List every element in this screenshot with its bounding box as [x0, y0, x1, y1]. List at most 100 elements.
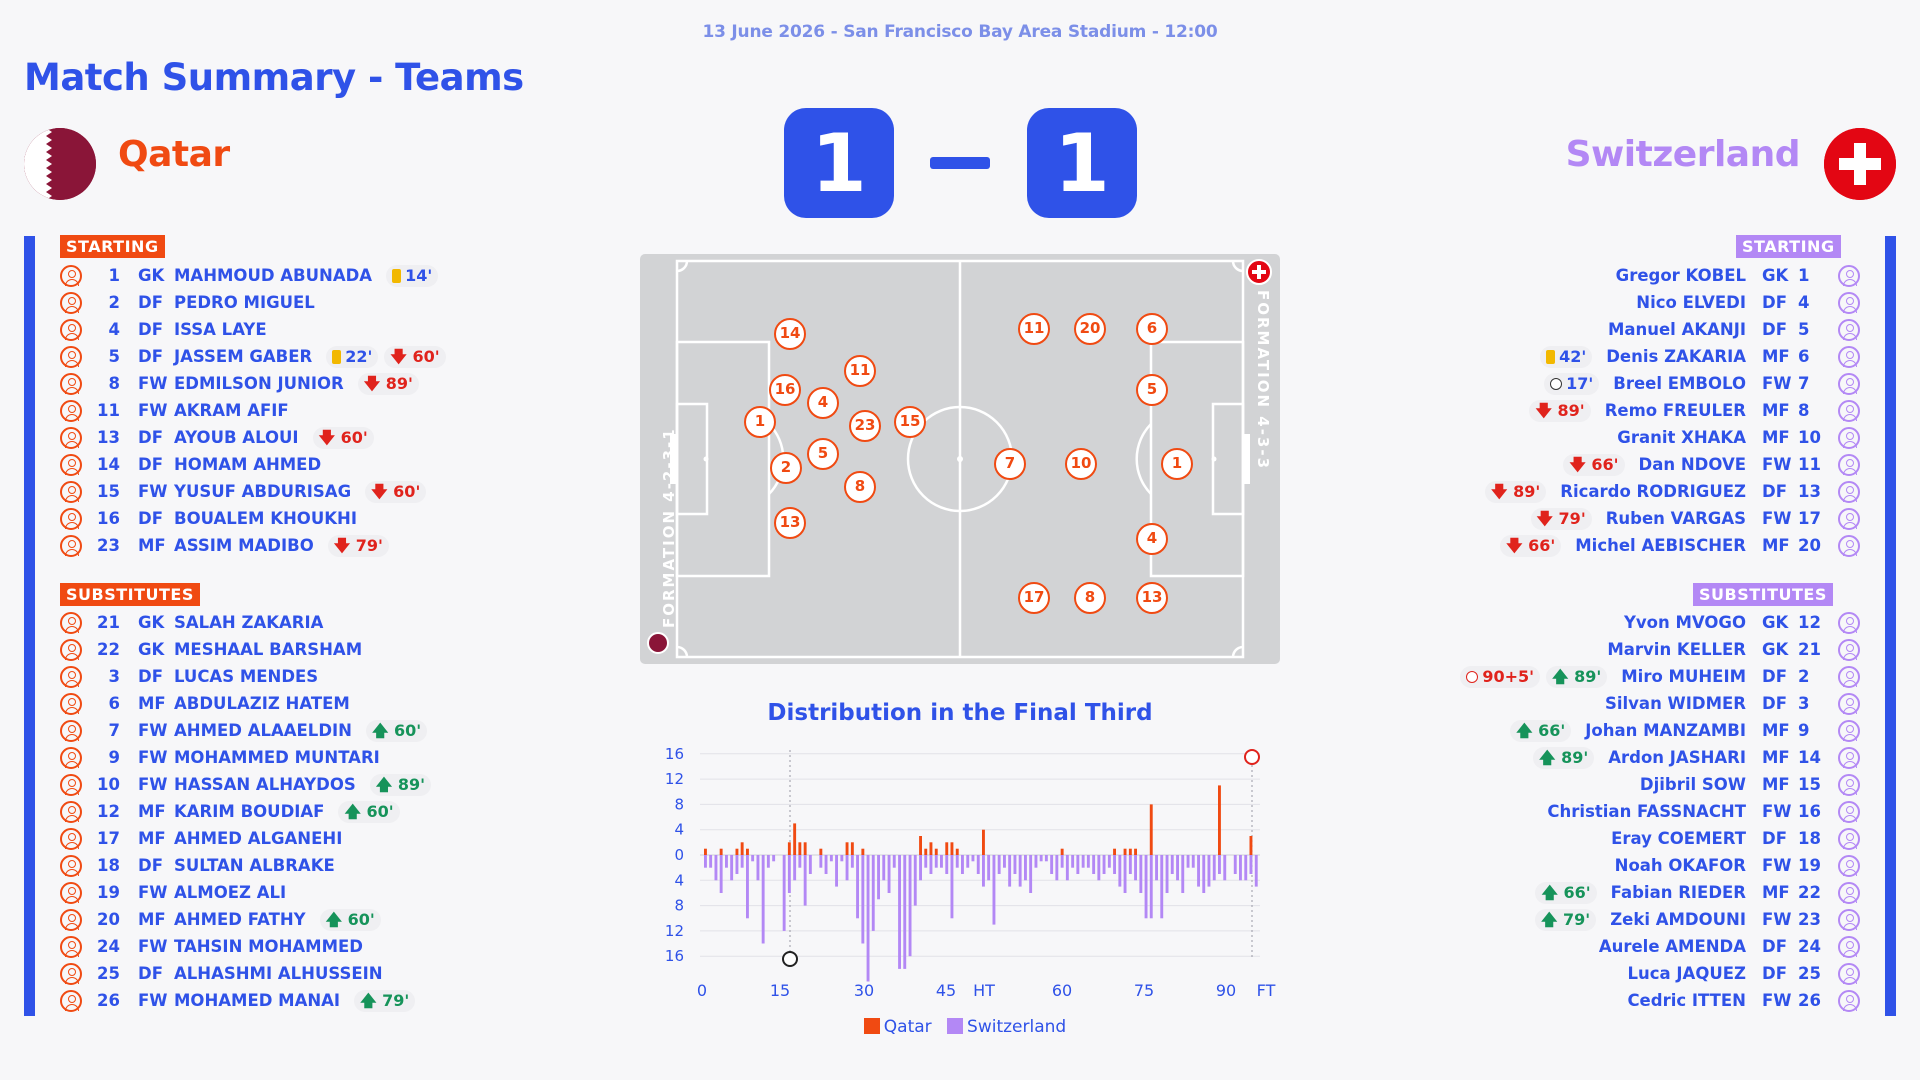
- pitch-player-home[interactable]: 4: [807, 387, 839, 419]
- sub-off-arrow-icon: 🡇: [363, 374, 381, 393]
- player-row[interactable]: 6 MF ABDULAZIZ HATEM: [0, 692, 1920, 716]
- pitch-player-home[interactable]: 1: [744, 406, 776, 438]
- x-tick-label: 30: [854, 981, 874, 1000]
- player-row[interactable]: 2 DF PEDRO MIGUEL: [0, 291, 1920, 315]
- pitch-player-away[interactable]: 17: [1018, 582, 1050, 614]
- bar-switzerland: [1244, 855, 1248, 881]
- pitch-player-away[interactable]: 11: [1018, 313, 1050, 345]
- player-row[interactable]: 15 MF Djibril SOW: [0, 773, 1920, 797]
- pitch-player-away[interactable]: 6: [1136, 313, 1168, 345]
- player-number: 10: [1798, 428, 1821, 447]
- player-row[interactable]: 3 DF LUCAS MENDES: [0, 665, 1920, 689]
- player-position: MF: [138, 802, 166, 821]
- player-row[interactable]: 24 DF Aurele AMENDA: [0, 935, 1920, 959]
- pitch-player-away[interactable]: 10: [1065, 448, 1097, 480]
- player-row[interactable]: 17 FW Ruben VARGAS 🡇 79': [0, 507, 1920, 531]
- player-name: MOHAMED MANAI: [174, 991, 341, 1010]
- player-row[interactable]: 25 DF Luca JAQUEZ: [0, 962, 1920, 986]
- player-avatar-icon: [1838, 427, 1860, 449]
- player-row[interactable]: 26 FW MOHAMED MANAI 🡅 79': [0, 989, 1920, 1013]
- player-row[interactable]: 12 GK Yvon MVOGO: [0, 611, 1920, 635]
- pitch-player-home[interactable]: 23: [849, 410, 881, 442]
- player-row[interactable]: 10 MF Granit XHAKA: [0, 426, 1920, 450]
- player-avatar-icon: [1838, 828, 1860, 850]
- player-row[interactable]: 7 FW Breel EMBOLO 17': [0, 372, 1920, 396]
- player-name: MESHAAL BARSHAM: [174, 640, 363, 659]
- player-row[interactable]: 6 MF Denis ZAKARIA 42': [0, 345, 1920, 369]
- pitch-player-home[interactable]: 2: [770, 452, 802, 484]
- player-row[interactable]: 16 FW Christian FASSNACHT: [0, 800, 1920, 824]
- player-row[interactable]: 23 FW Zeki AMDOUNI 🡅 79': [0, 908, 1920, 932]
- bar-switzerland: [929, 855, 933, 874]
- player-name: Granit XHAKA: [1617, 428, 1746, 447]
- player-row[interactable]: 1 GK Gregor KOBEL: [0, 264, 1920, 288]
- player-row[interactable]: 21 GK SALAH ZAKARIA: [0, 611, 1920, 635]
- player-row[interactable]: 8 MF Remo FREULER 🡇 89': [0, 399, 1920, 423]
- bar-switzerland: [1186, 855, 1190, 868]
- pitch-player-home[interactable]: 13: [774, 507, 806, 539]
- player-row[interactable]: 14 MF Ardon JASHARI 🡅 89': [0, 746, 1920, 770]
- player-row[interactable]: 12 MF KARIM BOUDIAF 🡅 60': [0, 800, 1920, 824]
- player-row[interactable]: 5 DF Manuel AKANJI: [0, 318, 1920, 342]
- player-row[interactable]: 7 FW AHMED ALAAELDIN 🡅 60': [0, 719, 1920, 743]
- pitch-player-home[interactable]: 8: [844, 471, 876, 503]
- player-number: 25: [97, 964, 120, 983]
- player-row[interactable]: 13 DF Ricardo RODRIGUEZ 🡇 89': [0, 480, 1920, 504]
- player-row[interactable]: 26 FW Cedric ITTEN: [0, 989, 1920, 1013]
- player-row[interactable]: 11 FW Dan NDOVE 🡇 66': [0, 453, 1920, 477]
- player-row[interactable]: 22 MF Fabian RIEDER 🡅 66': [0, 881, 1920, 905]
- player-row[interactable]: 11 FW AKRAM AFIF: [0, 399, 1920, 423]
- player-name: SULTAN ALBRAKE: [174, 856, 335, 875]
- player-row[interactable]: 8 FW EDMILSON JUNIOR 🡇 89': [0, 372, 1920, 396]
- pitch-player-home[interactable]: 16: [769, 374, 801, 406]
- sub-on-arrow-icon: 🡅: [360, 991, 377, 1010]
- pitch-player-away[interactable]: 13: [1136, 582, 1168, 614]
- player-row[interactable]: 22 GK MESHAAL BARSHAM: [0, 638, 1920, 662]
- player-number: 11: [97, 401, 120, 420]
- pitch-player-away[interactable]: 1: [1161, 448, 1193, 480]
- player-row[interactable]: 25 DF ALHASHMI ALHUSSEIN: [0, 962, 1920, 986]
- player-row[interactable]: 4 DF ISSA LAYE: [0, 318, 1920, 342]
- bar-switzerland: [1191, 855, 1195, 868]
- player-row[interactable]: 1 GK MAHMOUD ABUNADA 14': [0, 264, 1920, 288]
- bar-switzerland: [892, 855, 896, 868]
- pitch-player-away[interactable]: 7: [994, 448, 1026, 480]
- pitch-player-home[interactable]: 15: [894, 406, 926, 438]
- player-row[interactable]: 21 GK Marvin KELLER: [0, 638, 1920, 662]
- player-event: 22': [326, 346, 379, 368]
- player-row[interactable]: 17 MF AHMED ALGANEHI: [0, 827, 1920, 851]
- pitch-player-home[interactable]: 11: [844, 355, 876, 387]
- home-goal-ball-icon: [782, 951, 798, 967]
- bar-switzerland: [1207, 855, 1211, 887]
- bar-switzerland: [1107, 855, 1111, 868]
- pitch-player-away[interactable]: 8: [1074, 582, 1106, 614]
- player-row[interactable]: 20 MF AHMED FATHY 🡅 60': [0, 908, 1920, 932]
- player-event: 🡅 60': [338, 801, 400, 823]
- player-row[interactable]: 16 DF BOUALEM KHOUKHI: [0, 507, 1920, 531]
- player-row[interactable]: 9 FW MOHAMMED MUNTARI: [0, 746, 1920, 770]
- player-row[interactable]: 5 DF JASSEM GABER 22' 🡇 60': [0, 345, 1920, 369]
- player-row[interactable]: 10 FW HASSAN ALHAYDOS 🡅 89': [0, 773, 1920, 797]
- pitch-player-away[interactable]: 5: [1136, 374, 1168, 406]
- player-position: MF: [1762, 428, 1790, 447]
- player-row[interactable]: 15 FW YUSUF ABDURISAG 🡇 60': [0, 480, 1920, 504]
- player-row[interactable]: 20 MF Michel AEBISCHER 🡇 66': [0, 534, 1920, 558]
- player-name: AHMED FATHY: [174, 910, 306, 929]
- player-row[interactable]: 4 DF Nico ELVEDI: [0, 291, 1920, 315]
- player-row[interactable]: 19 FW Noah OKAFOR: [0, 854, 1920, 878]
- player-avatar-icon: [1838, 639, 1860, 661]
- pitch-player-home[interactable]: 14: [774, 318, 806, 350]
- player-row[interactable]: 23 MF ASSIM MADIBO 🡇 79': [0, 534, 1920, 558]
- player-row[interactable]: 14 DF HOMAM AHMED: [0, 453, 1920, 477]
- pitch-player-away[interactable]: 4: [1136, 523, 1168, 555]
- player-row[interactable]: 18 DF Eray COEMERT: [0, 827, 1920, 851]
- player-row[interactable]: 24 FW TAHSIN MOHAMMED: [0, 935, 1920, 959]
- player-row[interactable]: 3 DF Silvan WIDMER: [0, 692, 1920, 716]
- player-row[interactable]: 13 DF AYOUB ALOUI 🡇 60': [0, 426, 1920, 450]
- player-row[interactable]: 2 DF Miro MUHEIM 🡅 89' 90+5': [0, 665, 1920, 689]
- pitch-player-away[interactable]: 20: [1074, 313, 1106, 345]
- player-row[interactable]: 19 FW ALMOEZ ALI: [0, 881, 1920, 905]
- pitch-player-home[interactable]: 5: [807, 438, 839, 470]
- player-row[interactable]: 18 DF SULTAN ALBRAKE: [0, 854, 1920, 878]
- player-row[interactable]: 9 MF Johan MANZAMBI 🡅 66': [0, 719, 1920, 743]
